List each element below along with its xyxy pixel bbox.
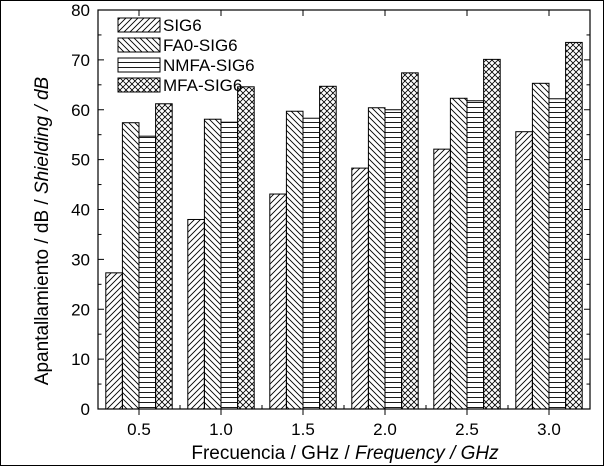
bars bbox=[105, 41, 583, 410]
bar-nmfa-sig6 bbox=[384, 109, 403, 410]
bar-nmfa-sig6 bbox=[548, 98, 567, 410]
bar-mfa-sig6 bbox=[319, 85, 337, 410]
bar-mfa-sig6 bbox=[401, 72, 419, 410]
x-tick-label: 1.0 bbox=[209, 420, 233, 439]
y-tick-label: 30 bbox=[71, 250, 90, 269]
bar-sig6 bbox=[515, 131, 533, 410]
bar-fa0-sig6 bbox=[121, 122, 140, 410]
y-tick-label: 20 bbox=[71, 300, 90, 319]
legend-swatch bbox=[117, 17, 161, 33]
y-tick-label: 50 bbox=[71, 151, 90, 170]
bar-fa0-sig6 bbox=[285, 110, 304, 410]
bar-fa0-sig6 bbox=[531, 82, 550, 410]
legend-label: SIG6 bbox=[163, 16, 202, 35]
x-tick-label: 3.0 bbox=[537, 420, 561, 439]
y-tick-label: 80 bbox=[71, 1, 90, 20]
y-tick-label: 10 bbox=[71, 350, 90, 369]
y-tick-label: 0 bbox=[81, 400, 90, 419]
x-axis-label: Frecuencia / GHz / Frequency / GHz bbox=[191, 443, 499, 464]
bar-fa0-sig6 bbox=[203, 118, 222, 410]
bar-mfa-sig6 bbox=[483, 58, 501, 410]
x-axis: 0.5 1.0 1.5 2.0 2.5 3.0 bbox=[127, 10, 561, 439]
y-tick-label: 60 bbox=[71, 101, 90, 120]
bar-fa0-sig6 bbox=[367, 107, 386, 410]
bar-nmfa-sig6 bbox=[220, 121, 239, 410]
legend-label: FA0-SIG6 bbox=[163, 36, 238, 55]
legend-swatch bbox=[117, 77, 161, 93]
bar-sig6 bbox=[433, 148, 451, 410]
legend-label: NMFA-SIG6 bbox=[163, 56, 255, 75]
legend-label: MFA-SIG6 bbox=[163, 76, 242, 95]
bar-nmfa-sig6 bbox=[302, 117, 321, 410]
legend-swatch bbox=[117, 37, 161, 53]
y-axis: 0 10 20 30 40 50 60 70 80 bbox=[71, 1, 590, 419]
x-tick-label: 2.5 bbox=[455, 420, 479, 439]
x-tick-label: 2.0 bbox=[373, 420, 397, 439]
bar-sig6 bbox=[269, 193, 287, 410]
bar-sig6 bbox=[105, 272, 123, 410]
x-tick-label: 1.5 bbox=[291, 420, 315, 439]
bar-nmfa-sig6 bbox=[466, 100, 485, 410]
bar-mfa-sig6 bbox=[155, 103, 173, 410]
bar-sig6 bbox=[351, 167, 369, 410]
legend-swatch bbox=[117, 57, 161, 73]
bar-mfa-sig6 bbox=[565, 41, 583, 410]
bar-sig6 bbox=[187, 218, 205, 410]
y-tick-label: 40 bbox=[71, 201, 90, 220]
bar-fa0-sig6 bbox=[449, 97, 468, 410]
bar-nmfa-sig6 bbox=[138, 135, 157, 410]
y-axis-label: Apantallamiento / dB / Shielding / dB bbox=[32, 76, 53, 385]
bar-mfa-sig6 bbox=[237, 86, 255, 410]
x-tick-label: 0.5 bbox=[127, 420, 151, 439]
y-tick-label: 70 bbox=[71, 51, 90, 70]
